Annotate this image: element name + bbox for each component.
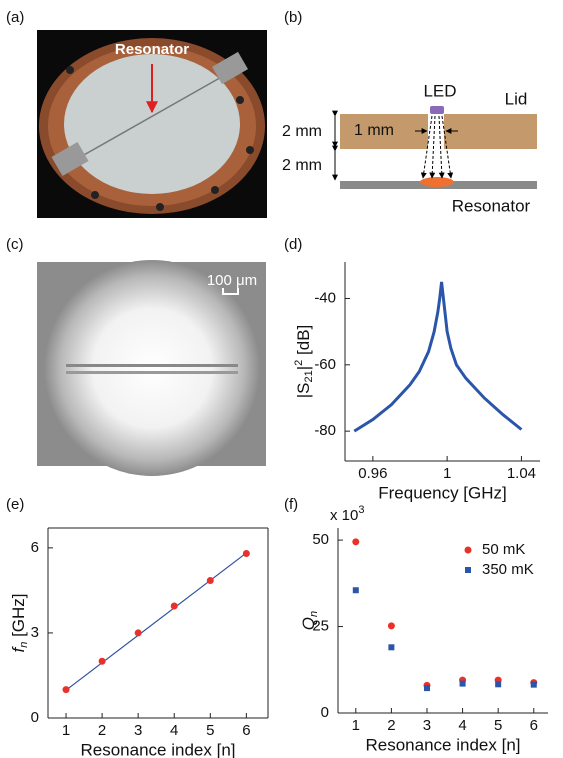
data-point: [62, 686, 70, 694]
y-axis-label-part: f: [9, 646, 28, 653]
y-tick-label: -60: [314, 356, 336, 373]
y-tick-label: 0: [321, 704, 329, 721]
y-axis-label-part: 2: [293, 360, 305, 366]
y-tick-label: -40: [314, 289, 336, 306]
lid-label: Lid: [505, 89, 528, 108]
data-line: [65, 552, 247, 691]
x-tick-label: 3: [423, 717, 431, 734]
x-tick-label: 4: [170, 722, 178, 739]
photo: [37, 30, 267, 218]
y-tick-label: 6: [31, 539, 39, 556]
data-point: [98, 657, 106, 665]
y-tick-label: 25: [312, 618, 329, 635]
diagram: [332, 106, 537, 189]
micrograph: [37, 260, 266, 476]
data-point: [530, 681, 537, 688]
y-axis-label-part: [GHz]: [9, 593, 28, 641]
data-point: [170, 602, 178, 610]
y-tick-label: 3: [31, 624, 39, 641]
data-point: [388, 644, 395, 651]
data-point: [423, 685, 430, 692]
x-axis-label: Resonance index [n]: [81, 740, 236, 758]
data-point: [459, 680, 466, 687]
y-multiplier-part: 3: [358, 504, 364, 516]
y-tick-label: -80: [314, 422, 336, 439]
y-tick-label: 50: [312, 531, 329, 548]
legend-marker: [465, 567, 471, 573]
dimension-label: 1 mm: [354, 122, 394, 139]
x-axis-label: Resonance index [n]: [366, 735, 521, 754]
led-label: LED: [423, 81, 456, 100]
data-point: [352, 538, 360, 546]
data-point: [134, 629, 142, 637]
panel-label: (e): [6, 496, 24, 513]
data-point: [352, 587, 359, 594]
y-axis-label-part: n: [18, 642, 30, 648]
y-axis-label: Qn: [299, 611, 319, 630]
y-multiplier: x 103: [330, 504, 364, 524]
x-tick-label: 3: [134, 722, 142, 739]
dimension-label: 2 mm: [282, 157, 322, 174]
panel-label: (f): [284, 496, 298, 513]
y-tick-label: 0: [31, 709, 39, 726]
dimension-label: 2 mm: [282, 123, 322, 140]
photo-label: Resonator: [115, 41, 189, 58]
x-tick-label: 6: [530, 717, 538, 734]
y-axis-label: |S21|2 [dB]: [293, 325, 315, 399]
legend-label: 50 mK: [482, 541, 525, 558]
x-tick-label: 5: [206, 722, 214, 739]
y-axis-label-part: |: [294, 366, 313, 370]
legend-marker: [464, 546, 472, 554]
x-tick-label: 1: [352, 717, 360, 734]
x-tick-label: 6: [242, 722, 250, 739]
y-axis-label-part: [dB]: [294, 325, 313, 360]
x-tick-label: 0.96: [358, 465, 387, 482]
panel-label: (c): [6, 236, 24, 253]
data-line: [353, 281, 523, 433]
x-tick-label: 4: [458, 717, 466, 734]
y-axis-label-part: Q: [299, 617, 318, 630]
y-multiplier-part: x 10: [330, 507, 358, 524]
panel-label: (b): [284, 9, 302, 26]
y-axis-label-part: 21: [303, 370, 315, 382]
x-tick-label: 2: [98, 722, 106, 739]
x-tick-label: 1.04: [507, 465, 536, 482]
y-axis-label-part: n: [308, 611, 320, 617]
data-point: [242, 550, 250, 558]
x-tick-label: 1: [443, 465, 451, 482]
x-axis-label: Frequency [GHz]: [378, 483, 507, 502]
data-point: [495, 681, 502, 688]
panel-label: (a): [6, 9, 24, 26]
y-axis-label: fn [GHz]: [9, 593, 29, 652]
x-tick-label: 1: [62, 722, 70, 739]
resonator-label: Resonator: [452, 196, 531, 215]
x-tick-label: 5: [494, 717, 502, 734]
scale-bar-label: 100 μm: [207, 272, 257, 289]
panel-label: (d): [284, 236, 302, 253]
data-point: [206, 576, 214, 584]
y-axis-label-part: |S: [294, 383, 313, 399]
x-tick-label: 2: [387, 717, 395, 734]
legend-label: 350 mK: [482, 561, 534, 578]
data-point: [387, 622, 395, 630]
